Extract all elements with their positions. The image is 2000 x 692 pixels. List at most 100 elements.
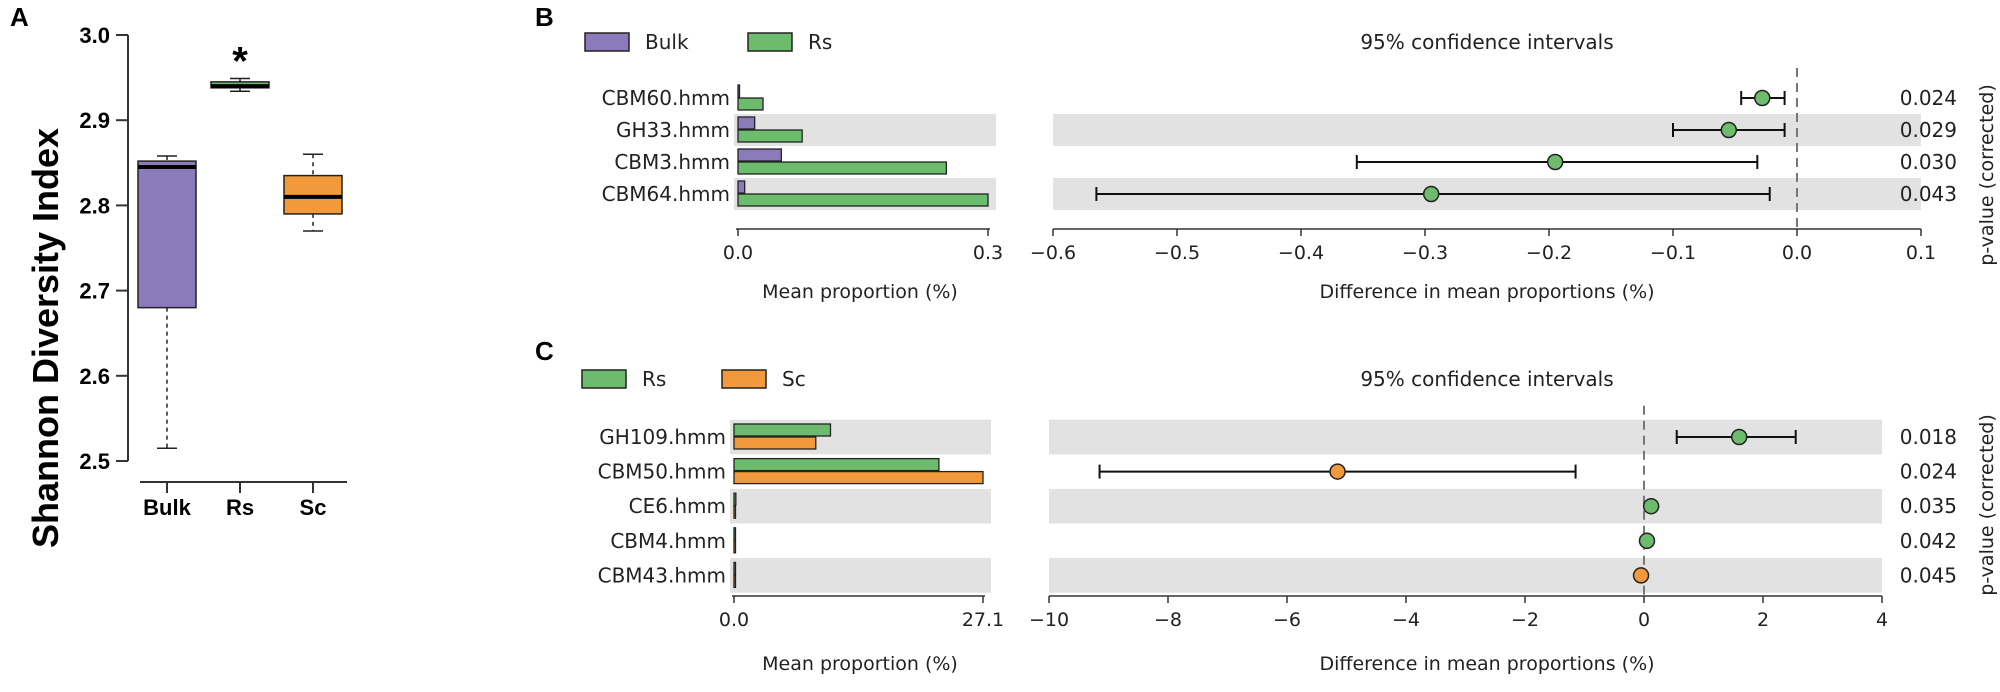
legend-swatch-bulk (584, 32, 630, 52)
box-sc (283, 174, 343, 215)
x-tick-label: −2 (1511, 609, 1539, 631)
p-value-label: 0.024 (1900, 86, 1957, 110)
x-tick-label: −0.2 (1526, 242, 1572, 264)
legend-swatch-sc (721, 369, 767, 389)
bar-chart-c: GH109.hmm CBM50.hmm CE6.hmm CBM4.hmm CBM43.h… (598, 419, 1004, 631)
panel-a: A Shannon Diversity Index 2.52.62.72.82.… (10, 2, 347, 548)
ci-point (1720, 121, 1738, 139)
legend-label-rs: Rs (808, 30, 832, 54)
x-tick-label: Rs (226, 495, 254, 520)
panel-c: C Rs Sc 95% confidence intervals p-value… (535, 336, 1998, 675)
category-label: CBM4.hmm (610, 529, 726, 553)
ci-point (1642, 497, 1660, 515)
y-axis-title: Shannon Diversity Index (25, 128, 66, 548)
category-label: CBM64.hmm (602, 182, 730, 206)
y-tick-label: 3.0 (79, 23, 110, 48)
bar-bulk (737, 116, 756, 130)
x-tick-label: 0.3 (973, 242, 1003, 264)
bar-rs (733, 457, 940, 472)
x-tick-label: −8 (1154, 609, 1182, 631)
ci-chart-b: 0.024 0.029 0.030 0.043 −0.6 −0.5 −0.4 −0.3 −0.2… (1030, 68, 1957, 264)
category-label: CBM43.hmm (598, 563, 726, 587)
ci-point (1632, 567, 1650, 584)
bar-bulk (737, 84, 741, 98)
p-value-label: 0.024 (1900, 460, 1957, 484)
x-tick-label: Sc (300, 495, 327, 520)
p-value-label: 0.045 (1900, 563, 1957, 587)
ci-point (1754, 89, 1771, 107)
box-plot: 2.5 2.6 2.7 2.8 2.9 3.0 Bulk Rs Sc * (79, 23, 347, 520)
panel-c-label: C (535, 336, 554, 366)
p-value-label: 0.018 (1900, 425, 1957, 449)
panel-b: B Bulk Rs 95% confidence intervals p-val… (535, 2, 1998, 303)
y-tick-label: 2.6 (79, 364, 110, 389)
bar-rs (737, 193, 989, 207)
bar-rs (733, 527, 737, 541)
category-label: GH109.hmm (599, 425, 726, 449)
y-tick-label: 2.8 (79, 193, 110, 218)
ci-point (1638, 532, 1656, 550)
pvalue-axis-title: p-value (corrected) (1976, 414, 1998, 595)
x-tick-label: −4 (1392, 609, 1420, 631)
bar-rs (737, 129, 803, 143)
y-tick-label: 2.9 (79, 108, 110, 133)
box-bulk (137, 160, 197, 309)
p-value-label: 0.029 (1900, 118, 1957, 142)
x-tick-label: 0.0 (719, 609, 749, 631)
x-tick-label: −0.6 (1030, 242, 1076, 264)
ci-chart-c: 0.018 0.024 0.035 0.042 0.045 −10 −8 −6 −4 −2 0 2 4 (1029, 405, 1957, 631)
bar-rs (733, 492, 737, 506)
x-tick-label: 0 (1638, 609, 1650, 631)
row-band (1053, 114, 1921, 146)
ci-point (1546, 153, 1564, 171)
ci-x-axis-title: Difference in mean proportions (%) (1319, 653, 1654, 675)
bar-sc (733, 505, 737, 519)
x-tick-label: −0.4 (1278, 242, 1324, 264)
x-tick-label: 0.0 (723, 242, 753, 264)
ci-x-axis-title: Difference in mean proportions (%) (1319, 281, 1654, 303)
bar-rs (737, 97, 764, 111)
x-tick-label: −6 (1273, 609, 1301, 631)
category-label: CBM50.hmm (598, 460, 726, 484)
bar-bulk (737, 180, 746, 194)
panel-b-label: B (535, 2, 554, 32)
bar-rs (733, 561, 737, 576)
bar-bulk (737, 148, 782, 162)
panel-a-label: A (10, 2, 29, 32)
legend-swatch-rs (747, 32, 793, 52)
p-value-label: 0.035 (1900, 494, 1957, 518)
ci-title: 95% confidence intervals (1360, 30, 1613, 54)
x-tick-label: 27.1 (962, 609, 1004, 631)
x-tick-label: −0.3 (1402, 242, 1448, 264)
ci-point (1422, 185, 1440, 203)
bar-rs (733, 423, 832, 437)
x-tick-label: 4 (1876, 609, 1888, 631)
category-label: CBM3.hmm (614, 150, 730, 174)
bar-sc (733, 470, 984, 485)
x-tick-label: 0.1 (1906, 242, 1936, 264)
row-band (730, 558, 991, 593)
x-tick-label: −10 (1029, 609, 1069, 631)
legend-label-sc: Sc (782, 367, 806, 391)
x-tick-label: 0.0 (1782, 242, 1812, 264)
pvalue-axis-title: p-value (corrected) (1976, 84, 1998, 265)
category-label: GH33.hmm (616, 118, 730, 142)
bar-sc (733, 540, 737, 554)
bar-sc (733, 574, 737, 589)
legend-label-bulk: Bulk (645, 30, 689, 54)
x-tick-label: −0.1 (1650, 242, 1696, 264)
row-band (1049, 558, 1882, 593)
ci-point (1730, 428, 1748, 446)
row-band (1049, 488, 1882, 524)
significance-star: * (232, 39, 248, 83)
bar-x-axis-title: Mean proportion (%) (762, 653, 958, 675)
bar-chart-b: CBM60.hmm GH33.hmm CBM3.hmm CBM64.hmm 0.0 0.3 (602, 84, 1003, 264)
bar-sc (733, 436, 817, 450)
y-tick-label: 2.5 (79, 449, 110, 474)
x-tick-label: Bulk (143, 495, 191, 520)
bar-rs (737, 161, 947, 175)
x-tick-label: 2 (1757, 609, 1769, 631)
row-band (730, 488, 991, 524)
ci-point (1329, 463, 1346, 480)
